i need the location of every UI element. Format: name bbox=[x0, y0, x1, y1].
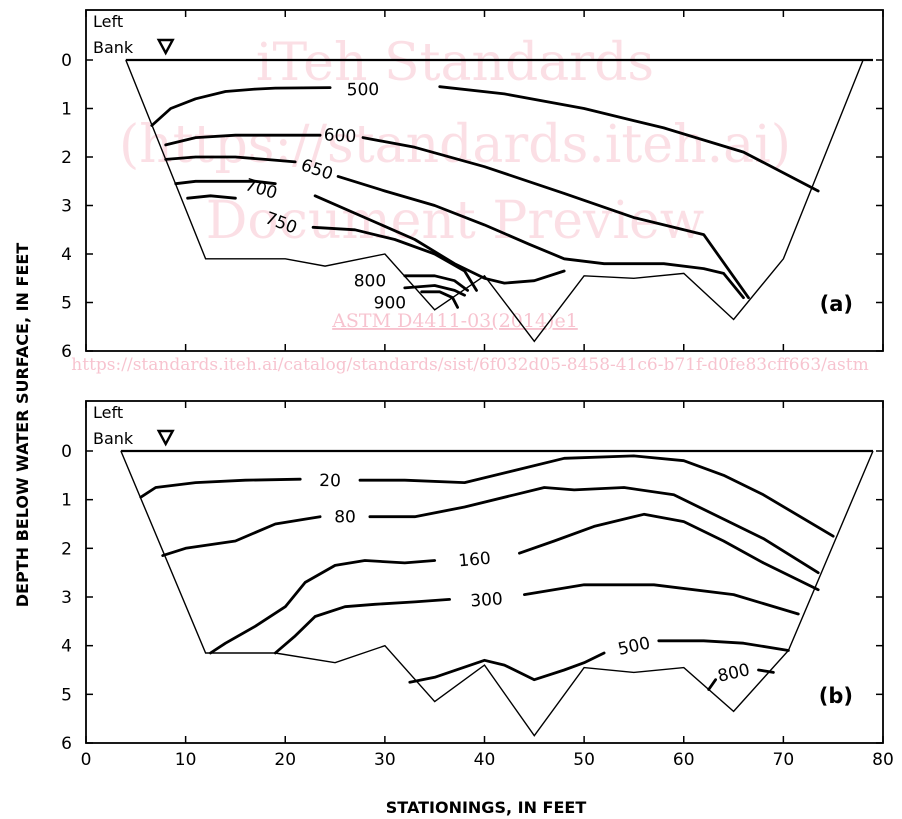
x-tick-label: 60 bbox=[673, 750, 695, 770]
contour-line bbox=[336, 174, 745, 300]
x-tick-label: 30 bbox=[374, 750, 396, 770]
y-axis-title: DEPTH BELOW WATER SURFACE, IN FEET bbox=[13, 243, 32, 608]
contour-80: 80 bbox=[161, 486, 820, 575]
contour-label: 20 bbox=[319, 471, 341, 491]
contour-160: 160 bbox=[209, 512, 820, 655]
y-tick-label: 5 bbox=[61, 294, 72, 314]
y-tick-label: 3 bbox=[61, 197, 72, 217]
y-tick-label: 2 bbox=[61, 148, 72, 168]
left-bank-label-line1: Left bbox=[93, 12, 123, 31]
contour-600: 600 bbox=[164, 125, 750, 300]
contour-line bbox=[150, 86, 332, 127]
contour-label: 500 bbox=[616, 633, 652, 660]
contour-line bbox=[707, 678, 717, 691]
contour-line bbox=[523, 583, 800, 616]
contour-line bbox=[408, 651, 606, 684]
watermark-line-1: iTeh Standards bbox=[256, 33, 654, 93]
x-tick-label: 40 bbox=[474, 750, 496, 770]
y-tick-label: 6 bbox=[61, 342, 72, 362]
y-tick-label: 6 bbox=[61, 734, 72, 754]
contour-label: 300 bbox=[470, 589, 504, 611]
x-tick-label: 10 bbox=[175, 750, 197, 770]
x-axis-title: STATIONINGS, IN FEET bbox=[386, 798, 587, 817]
watermark-line-3: Document Preview bbox=[206, 191, 705, 251]
contour-line bbox=[186, 194, 237, 200]
contour-300: 300 bbox=[273, 583, 800, 655]
x-tick-label: 0 bbox=[81, 750, 92, 770]
contour-label: 600 bbox=[323, 125, 357, 147]
left-bank-label-line2: Bank bbox=[93, 429, 134, 448]
y-tick-label: 2 bbox=[61, 539, 72, 559]
watermark-layer: iTeh Standards (https://standards.iteh.a… bbox=[71, 33, 868, 375]
contour-line bbox=[361, 136, 750, 300]
contour-800: 800 bbox=[707, 660, 775, 691]
x-tick-label: 80 bbox=[872, 750, 894, 770]
contour-line bbox=[139, 477, 302, 499]
contour-line bbox=[174, 179, 277, 186]
contour-line bbox=[164, 133, 322, 147]
water-surface-triangle-icon bbox=[156, 429, 175, 447]
contour-label: 900 bbox=[374, 294, 406, 314]
contour-label: 800 bbox=[354, 272, 386, 292]
contour-line bbox=[757, 668, 775, 674]
contour-20: 20 bbox=[139, 454, 835, 538]
contour-line bbox=[313, 194, 566, 285]
x-tick-label: 50 bbox=[573, 750, 595, 770]
y-tick-label: 4 bbox=[61, 637, 72, 657]
contour-line bbox=[403, 284, 467, 297]
contour-line bbox=[164, 155, 297, 164]
contour-900: 900 bbox=[374, 290, 460, 314]
contour-label: 80 bbox=[334, 508, 356, 528]
watermark-code: ASTM D4411-03(2014)e1 bbox=[331, 310, 578, 332]
contour-line bbox=[438, 85, 820, 193]
y-tick-label: 0 bbox=[61, 51, 72, 71]
contour-line bbox=[273, 598, 452, 655]
contour-line bbox=[161, 515, 322, 557]
contour-line bbox=[209, 559, 437, 655]
contour-line bbox=[368, 486, 820, 575]
contour-800: 800 bbox=[354, 272, 470, 297]
contour-line bbox=[657, 639, 790, 652]
left-bank-label-line1: Left bbox=[93, 403, 123, 422]
y-tick-label: 5 bbox=[61, 685, 72, 705]
contour-label: 800 bbox=[716, 660, 752, 687]
watermark-url: https://standards.iteh.ai/catalog/standa… bbox=[71, 355, 868, 375]
panel-letter: (b) bbox=[819, 684, 853, 708]
channel-bed-profile bbox=[120, 450, 874, 737]
y-tick-label: 1 bbox=[61, 491, 72, 511]
y-tick-label: 1 bbox=[61, 100, 72, 120]
contour-label: 500 bbox=[347, 80, 380, 100]
contour-line bbox=[420, 290, 460, 309]
y-tick-label: 0 bbox=[61, 442, 72, 462]
watermark-line-2: (https://standards.iteh.ai) bbox=[119, 115, 791, 175]
channel-bed-profile bbox=[125, 59, 864, 343]
panel-b-frame bbox=[85, 400, 884, 744]
contour-label: 160 bbox=[458, 549, 492, 572]
contour-500: 500 bbox=[150, 80, 820, 193]
left-bank-label-line2: Bank bbox=[93, 38, 134, 57]
contour-line bbox=[518, 512, 820, 592]
contour-line bbox=[403, 274, 470, 292]
panel-letter: (a) bbox=[820, 292, 853, 316]
water-surface-triangle-icon bbox=[156, 38, 175, 56]
y-tick-label: 3 bbox=[61, 588, 72, 608]
x-tick-label: 70 bbox=[773, 750, 795, 770]
x-tick-label: 20 bbox=[274, 750, 296, 770]
contour-line bbox=[311, 225, 478, 292]
y-tick-label: 4 bbox=[61, 245, 72, 265]
contour-line bbox=[358, 454, 835, 538]
